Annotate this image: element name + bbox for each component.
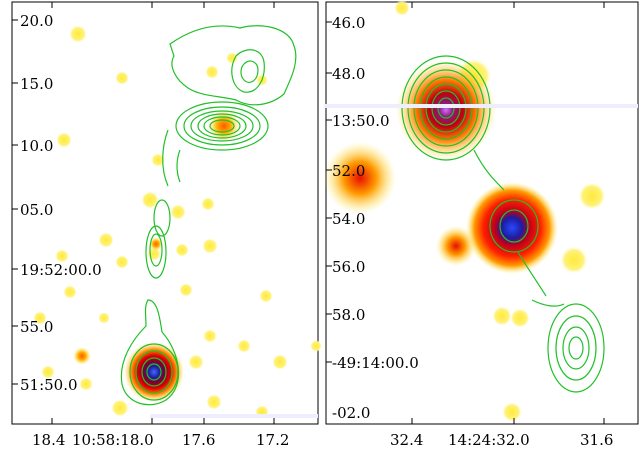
left-x-tick-4: 17.2: [256, 431, 289, 449]
right-y-tick-1: 46.0: [332, 14, 365, 32]
right-y-ticks: 46.0 48.0 13:50.0 52.0 54.0 56.0 58.0 -4…: [332, 14, 419, 422]
right-y-tick-2: 48.0: [332, 65, 365, 83]
right-tick-marks: [326, 2, 605, 424]
left-y-tick-7: 51:50.0: [20, 376, 78, 394]
left-x-tick-3: 17.6: [182, 431, 215, 449]
left-heat-blobs: [33, 25, 322, 419]
left-y-tick-2: 15.0: [20, 75, 53, 93]
left-tick-marks: [12, 2, 275, 424]
left-y-tick-5: 19:52:00.0: [20, 261, 102, 279]
right-x-tick-2: 14:24:32.0: [448, 431, 530, 449]
left-x-tick-2: 10:58:18.0: [72, 431, 154, 449]
right-artifact-strip: [324, 104, 638, 108]
right-y-tick-9: -02.0: [332, 404, 370, 422]
left-panel: 20.0 15.0 10.0 05.0 19:52:00.0 55.0 51:5…: [11, 1, 322, 449]
right-x-ticks: 32.4 14:24:32.0 31.6: [390, 431, 613, 449]
right-frame: [325, 1, 639, 425]
left-image: 20.0 15.0 10.0 05.0 19:52:00.0 55.0 51:5…: [11, 1, 322, 449]
left-y-tick-1: 20.0: [20, 12, 53, 30]
right-y-tick-8: -49:14:00.0: [332, 354, 419, 372]
left-x-tick-1: 18.4: [32, 431, 65, 449]
right-y-tick-3: 13:50.0: [332, 112, 390, 130]
left-y-tick-4: 05.0: [20, 201, 53, 219]
left-y-tick-3: 10.0: [20, 137, 53, 155]
left-frame: [11, 1, 319, 425]
right-y-tick-6: 56.0: [332, 258, 365, 276]
left-contours: [120, 25, 297, 406]
left-y-tick-6: 55.0: [20, 318, 53, 336]
left-y-ticks: 20.0 15.0 10.0 05.0 19:52:00.0 55.0 51:5…: [20, 12, 102, 394]
right-x-tick-1: 32.4: [390, 431, 423, 449]
right-y-tick-7: 58.0: [332, 306, 365, 324]
left-x-ticks: 18.4 10:58:18.0 17.6 17.2: [32, 431, 289, 449]
left-artifact-strip: [150, 414, 318, 418]
right-y-tick-4: 52.0: [332, 162, 365, 180]
right-y-tick-5: 54.0: [332, 210, 365, 228]
right-panel: 46.0 48.0 13:50.0 52.0 54.0 56.0 58.0 -4…: [324, 0, 643, 452]
right-image: 46.0 48.0 13:50.0 52.0 54.0 56.0 58.0 -4…: [324, 0, 639, 449]
right-x-tick-3: 31.6: [580, 431, 613, 449]
